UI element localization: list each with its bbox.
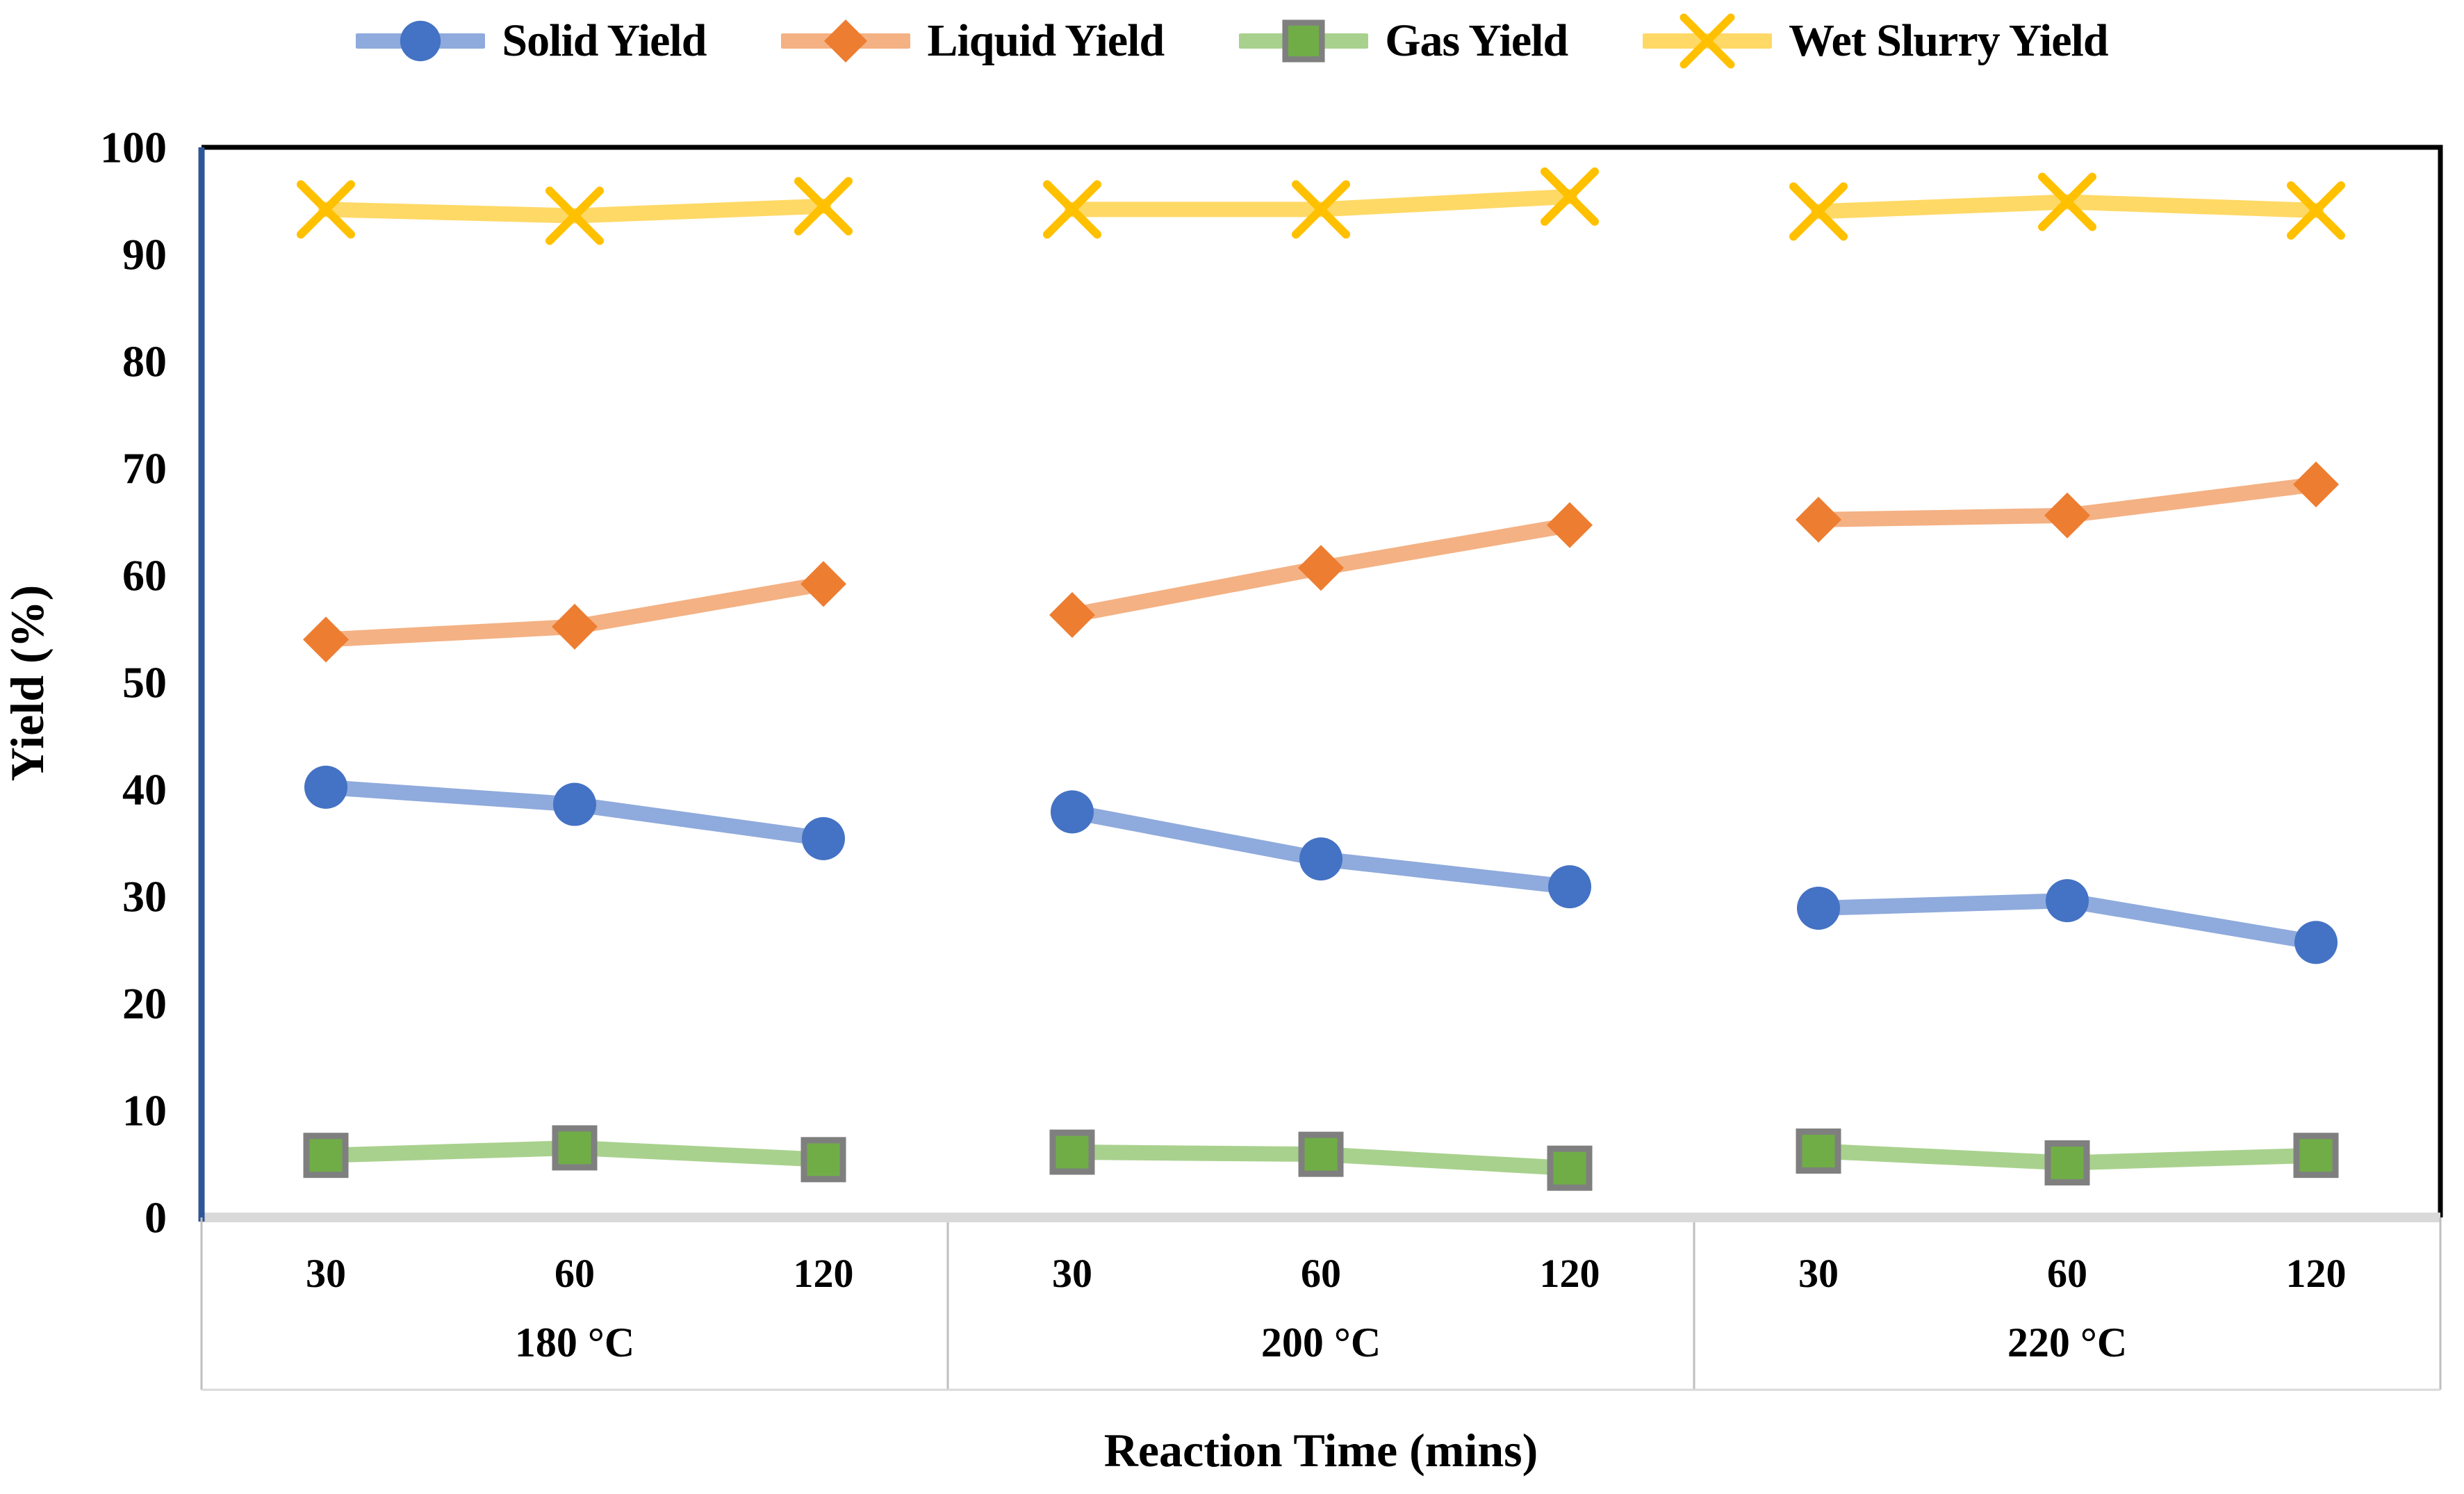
liquid-yield-marker-5 <box>1547 502 1593 548</box>
x-tick-label-0-2: 120 <box>794 1251 854 1296</box>
y-axis-title: Yield (%) <box>1 585 54 782</box>
gas-yield-marker-1 <box>552 1125 598 1171</box>
y-tick-label-40: 40 <box>122 765 167 814</box>
solid-yield-marker-2 <box>802 816 845 860</box>
gas-yield-marker-7 <box>2044 1140 2090 1185</box>
wet-slurry-yield-marker-4 <box>1292 180 1350 239</box>
liquid-yield-legend-marker-icon <box>781 19 911 63</box>
gas-yield-marker-4 <box>1298 1131 1344 1177</box>
wet-slurry-yield-marker-3 <box>1043 180 1101 239</box>
wet-slurry-yield-marker-8 <box>2287 181 2345 240</box>
liquid-yield-marker-1 <box>552 603 598 650</box>
liquid-yield-marker-7 <box>2044 492 2090 539</box>
solid-yield-legend-marker-icon <box>356 20 486 62</box>
gas-yield-marker-3 <box>1049 1129 1095 1175</box>
plot-border <box>202 145 2443 1217</box>
gas-yield-legend-marker-icon <box>1239 19 1369 63</box>
solid-yield-marker-3 <box>1051 790 1094 834</box>
wet-slurry-yield-legend-marker-icon <box>1643 13 1773 69</box>
x-group-label-220-c: 220 °C <box>2007 1320 2127 1365</box>
liquid-yield-legend-marker <box>824 19 868 63</box>
x-axis-category-labels: 30 60 120 180 °C 30 60 120 200 °C 30 60 120 220 °C <box>306 1251 2347 1365</box>
legend-item-liquid-yield: Liquid Yield <box>781 11 1165 71</box>
liquid-yield-marker-4 <box>1298 545 1344 591</box>
series-lines <box>318 188 2324 1176</box>
solid-yield-marker-4 <box>1299 837 1342 881</box>
liquid-yield-marker-3 <box>1049 591 1095 638</box>
legend-item-wet-slurry-yield: Wet Slurry Yield <box>1643 11 2109 71</box>
solid-yield-marker-8 <box>2294 921 2338 964</box>
gas-yield-marker-2 <box>800 1137 846 1183</box>
y-tick-label-20: 20 <box>122 979 167 1028</box>
y-tick-label-80: 80 <box>122 337 167 386</box>
x-axis-title: Reaction Time (mins) <box>1104 1424 1538 1477</box>
y-tick-label-60: 60 <box>122 551 167 600</box>
x-tick-label-0-1: 60 <box>555 1251 595 1296</box>
solid-yield-marker-0 <box>304 765 347 809</box>
y-tick-label-0: 0 <box>145 1193 167 1242</box>
x-group-label-180-c: 180 °C <box>515 1320 634 1365</box>
solid-yield-marker-6 <box>1797 886 1840 930</box>
series-markers <box>297 167 2345 1191</box>
gas-yield-marker-8 <box>2293 1133 2339 1179</box>
wet-slurry-yield-marker-1 <box>545 186 604 245</box>
liquid-yield-marker-8 <box>2293 461 2339 508</box>
x-tick-label-2-1: 60 <box>2047 1251 2087 1296</box>
y-tick-label-100: 100 <box>100 123 167 172</box>
chart-legend: Solid Yield Liquid Yield Gas Yield Wet Slur… <box>0 3 2464 79</box>
gas-yield-marker-6 <box>1796 1128 1841 1174</box>
legend-label-liquid-yield: Liquid Yield <box>927 15 1165 66</box>
x-tick-label-1-2: 120 <box>1540 1251 1600 1296</box>
gas-yield-marker-0 <box>303 1133 349 1179</box>
legend-label-wet-slurry-yield: Wet Slurry Yield <box>1789 15 2108 66</box>
y-tick-label-70: 70 <box>122 444 167 493</box>
wet-slurry-yield-marker-5 <box>1541 167 1599 226</box>
x-tick-label-0-0: 30 <box>306 1251 346 1296</box>
solid-yield-marker-7 <box>2046 879 2089 923</box>
solid-yield-legend-marker <box>400 20 441 62</box>
plot-frame <box>198 145 2443 1391</box>
legend-item-solid-yield: Solid Yield <box>356 11 707 71</box>
y-tick-label-90: 90 <box>122 230 167 279</box>
y-tick-label-10: 10 <box>122 1086 167 1135</box>
solid-yield-marker-1 <box>553 782 596 826</box>
gas-yield-legend-marker <box>1282 19 1325 63</box>
wet-slurry-yield-marker-2 <box>794 177 853 236</box>
wet-slurry-yield-legend-marker <box>1679 13 1735 69</box>
wet-slurry-yield-marker-0 <box>297 180 355 239</box>
x-tick-label-1-0: 30 <box>1052 1251 1092 1296</box>
legend-item-gas-yield: Gas Yield <box>1239 11 1568 71</box>
x-group-label-200-c: 200 °C <box>1261 1320 1381 1365</box>
wet-slurry-yield-marker-6 <box>1789 182 1848 241</box>
liquid-yield-marker-6 <box>1796 496 1841 543</box>
legend-label-gas-yield: Gas Yield <box>1385 15 1568 66</box>
x-tick-label-1-1: 60 <box>1301 1251 1341 1296</box>
x-tick-label-2-2: 120 <box>2286 1251 2347 1296</box>
y-tick-label-30: 30 <box>122 872 167 921</box>
x-tick-label-2-0: 30 <box>1798 1251 1839 1296</box>
gas-yield-marker-5 <box>1547 1145 1593 1191</box>
legend-label-solid-yield: Solid Yield <box>502 15 707 66</box>
liquid-yield-marker-0 <box>303 616 349 663</box>
y-tick-label-50: 50 <box>122 658 167 707</box>
solid-yield-marker-5 <box>1548 865 1591 909</box>
wet-slurry-yield-marker-7 <box>2038 172 2096 231</box>
liquid-yield-marker-2 <box>800 561 846 607</box>
y-axis-tick-labels: 0 10 20 30 40 50 60 70 80 90 100 <box>100 123 167 1242</box>
